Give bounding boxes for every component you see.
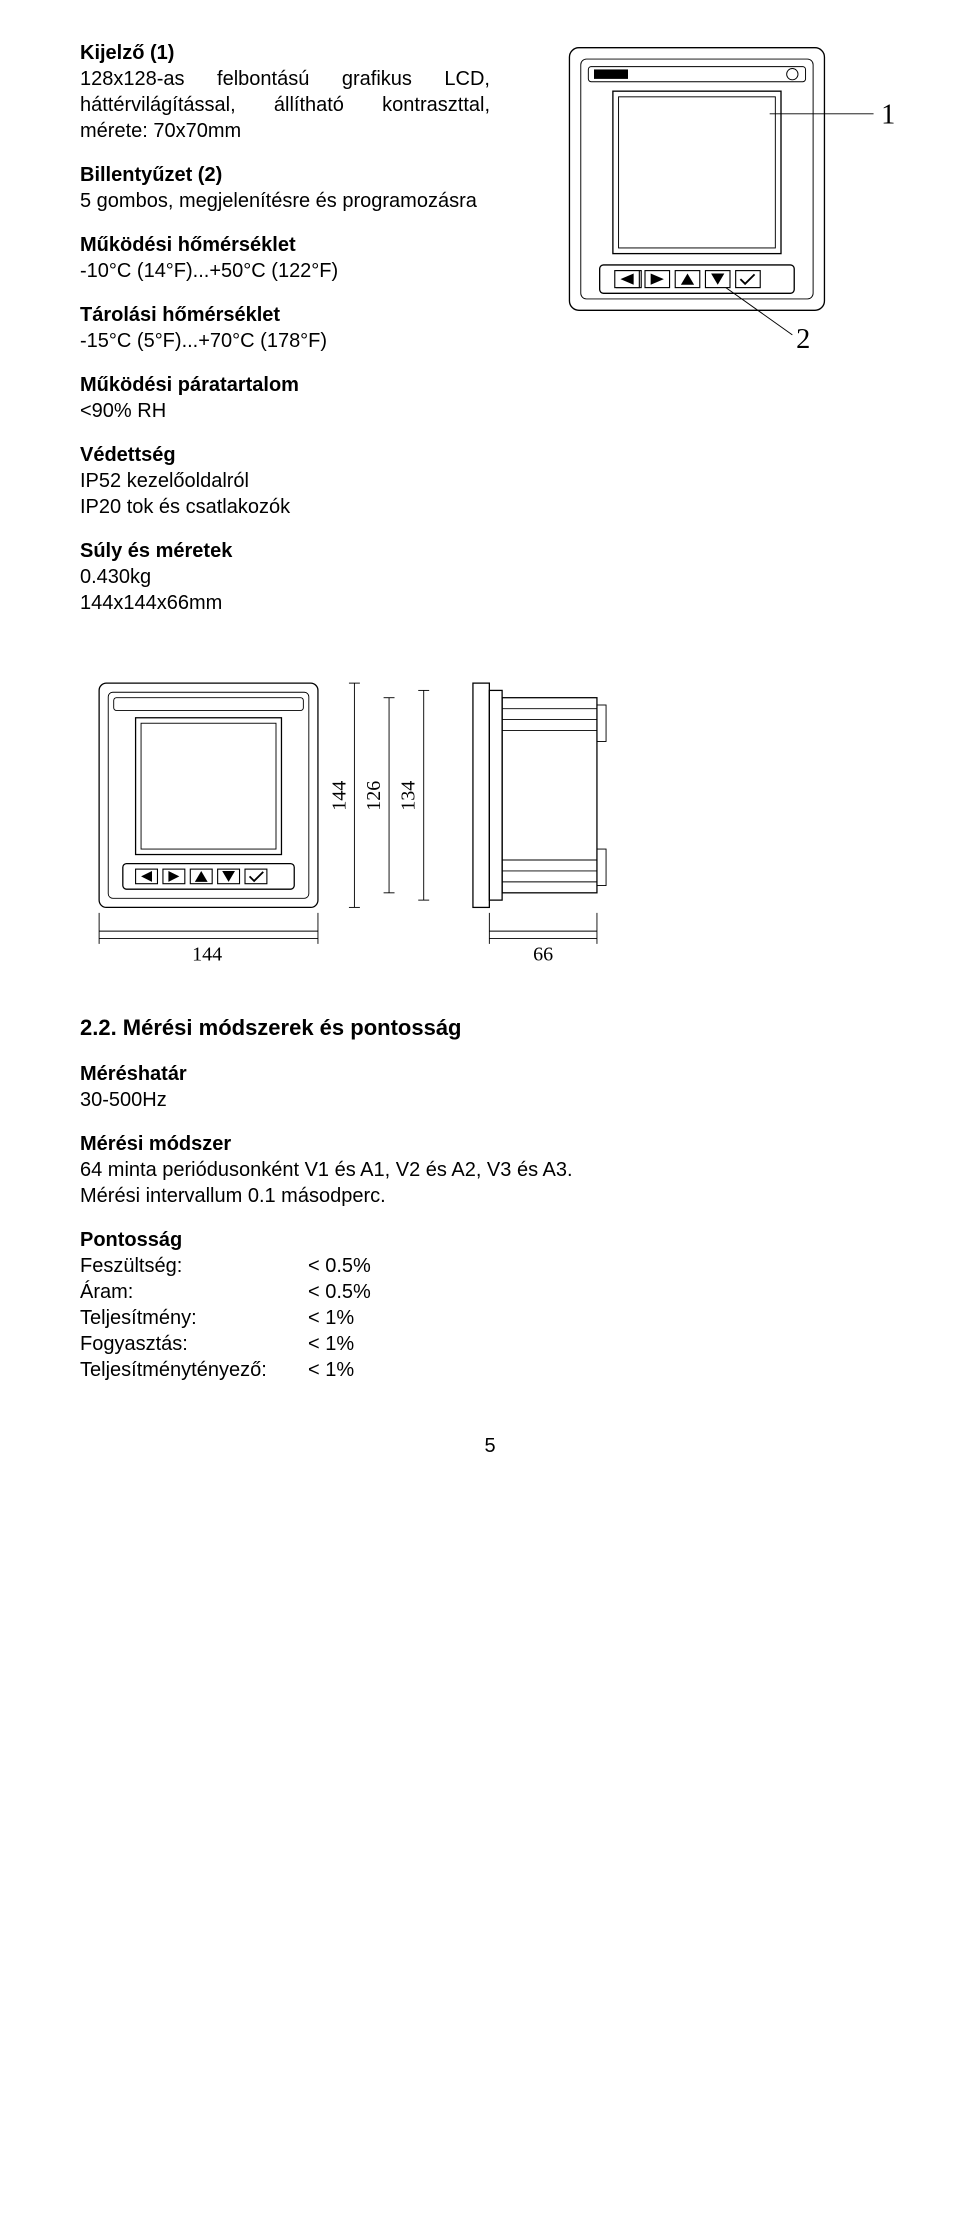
dim-h-mid: 126 — [363, 781, 385, 811]
spec-weight-line1: 0.430kg — [80, 566, 151, 588]
spec-keypad-heading: Billentyűzet (2) — [80, 164, 222, 186]
spec-protection-heading: Védettség — [80, 444, 176, 466]
device-dims-svg: 144 144 126 134 — [80, 674, 720, 984]
specs-column: Kijelző (1) 128x128-as felbontású grafik… — [80, 40, 490, 634]
spec-display-desc: 128x128-as felbontású grafikus LCD, hátt… — [80, 66, 490, 144]
accuracy-value: < 1% — [308, 1331, 379, 1357]
accuracy-label: Teljesítmény: — [80, 1305, 308, 1331]
accuracy-label: Áram: — [80, 1279, 308, 1305]
table-row: Teljesítménytényező: < 1% — [80, 1357, 379, 1383]
spec-keypad-desc: 5 gombos, megjelenítésre és programozásr… — [80, 188, 490, 214]
callout-2: 2 — [796, 324, 810, 352]
device-front-svg: 1 2 — [560, 40, 900, 352]
spec-storage-temp-value: -15°C (5°F)...+70°C (178°F) — [80, 330, 327, 352]
accuracy-label: Feszültség: — [80, 1253, 308, 1279]
spec-method: Mérési módszer 64 minta periódusonként V… — [80, 1131, 900, 1209]
spec-weight-line2: 144x144x66mm — [80, 592, 222, 614]
spec-keypad: Billentyűzet (2) 5 gombos, megjelenítésr… — [80, 162, 490, 214]
spec-range-value: 30-500Hz — [80, 1089, 167, 1111]
spec-op-temp-value: -10°C (14°F)...+50°C (122°F) — [80, 260, 338, 282]
accuracy-table: Feszültség: < 0.5% Áram: < 0.5% Teljesít… — [80, 1253, 379, 1383]
spec-accuracy: Pontosság Feszültség: < 0.5% Áram: < 0.5… — [80, 1227, 900, 1383]
spec-method-heading: Mérési módszer — [80, 1133, 231, 1155]
section-2-2-heading: 2.2. Mérési módszerek és pontosság — [80, 1014, 900, 1043]
accuracy-label: Teljesítménytényező: — [80, 1357, 308, 1383]
spec-humidity-value: <90% RH — [80, 400, 166, 422]
spec-display-heading: Kijelző (1) — [80, 42, 174, 64]
spec-range: Méréshatár 30-500Hz — [80, 1061, 900, 1113]
accuracy-value: < 0.5% — [308, 1253, 379, 1279]
spec-protection-line2: IP20 tok és csatlakozók — [80, 496, 290, 518]
table-row: Feszültség: < 0.5% — [80, 1253, 379, 1279]
spec-method-line2: Mérési intervallum 0.1 másodperc. — [80, 1185, 386, 1207]
callout-1: 1 — [881, 99, 895, 130]
spec-op-temp: Működési hőmérséklet -10°C (14°F)...+50°… — [80, 232, 490, 284]
spec-method-line1: 64 minta periódusonként V1 és A1, V2 és … — [80, 1159, 573, 1181]
spec-op-temp-heading: Működési hőmérséklet — [80, 234, 296, 256]
device-dimensions-figure: 144 144 126 134 — [80, 674, 900, 984]
dim-h-inner: 134 — [398, 781, 420, 811]
spec-weight: Súly és méretek 0.430kg 144x144x66mm — [80, 538, 490, 616]
accuracy-value: < 0.5% — [308, 1279, 379, 1305]
spec-weight-heading: Súly és méretek — [80, 540, 232, 562]
accuracy-value: < 1% — [308, 1305, 379, 1331]
accuracy-value: < 1% — [308, 1357, 379, 1383]
spec-humidity: Működési páratartalom <90% RH — [80, 372, 490, 424]
spec-storage-temp-heading: Tárolási hőmérséklet — [80, 304, 280, 326]
spec-storage-temp: Tárolási hőmérséklet -15°C (5°F)...+70°C… — [80, 302, 490, 354]
device-front-figure: 1 2 — [560, 40, 900, 352]
page-number: 5 — [80, 1433, 900, 1459]
dim-h-outer: 144 — [328, 781, 350, 811]
spec-range-heading: Méréshatár — [80, 1063, 187, 1085]
accuracy-label: Fogyasztás: — [80, 1331, 308, 1357]
table-row: Áram: < 0.5% — [80, 1279, 379, 1305]
spec-humidity-heading: Működési páratartalom — [80, 374, 299, 396]
table-row: Fogyasztás: < 1% — [80, 1331, 379, 1357]
dim-front-width: 144 — [192, 943, 222, 965]
spec-protection: Védettség IP52 kezelőoldalról IP20 tok é… — [80, 442, 490, 520]
spec-display: Kijelző (1) 128x128-as felbontású grafik… — [80, 40, 490, 144]
spec-accuracy-heading: Pontosság — [80, 1229, 182, 1251]
dim-depth: 66 — [533, 943, 553, 965]
table-row: Teljesítmény: < 1% — [80, 1305, 379, 1331]
spec-protection-line1: IP52 kezelőoldalról — [80, 470, 249, 492]
